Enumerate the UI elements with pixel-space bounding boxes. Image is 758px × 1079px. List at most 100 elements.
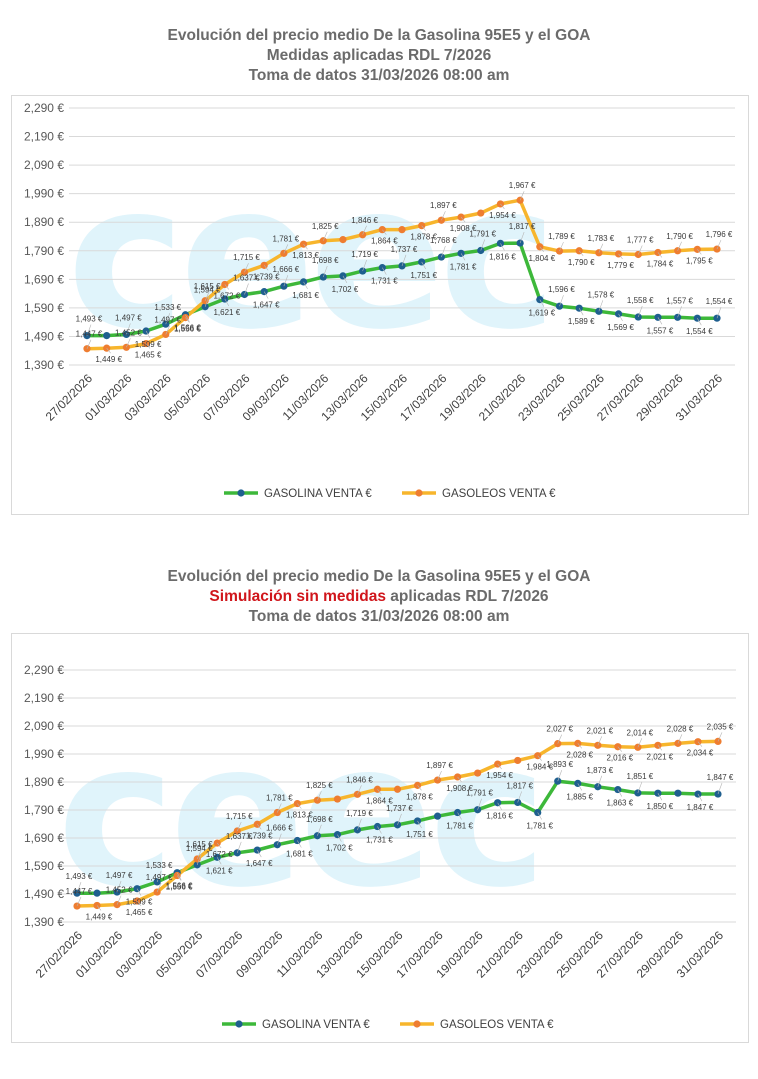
data-label-leader — [598, 300, 604, 312]
data-label-leader — [417, 785, 422, 791]
data-label-leader — [382, 267, 387, 275]
series-gasoleo-point — [514, 756, 522, 765]
data-label-leader — [637, 738, 643, 748]
legend-gasoleo-marker — [415, 489, 423, 497]
series-gasolina-point — [260, 288, 268, 296]
y-tick-label: 1,690 € — [24, 272, 64, 286]
chart-1-panel: ceec 1,390 €1,490 €1,590 €1,690 €1,790 €1… — [11, 95, 749, 515]
series-gasoleo-data-label: 1,897 € — [430, 201, 457, 210]
chart-2-title-line-3: Toma de datos 31/03/2026 08:00 am — [248, 608, 510, 625]
data-label-leader — [537, 755, 542, 761]
series-gasoleo-data-label: 1,897 € — [426, 761, 453, 770]
series-gasolina-data-label: 1,557 € — [666, 296, 693, 305]
chart-1-title: Evolución del precio medio De la Gasolin… — [0, 26, 758, 86]
legend-gasoleo-label: GASOLEOS VENTA € — [442, 488, 556, 500]
series-gasoleo-data-label: 1,672 € — [206, 850, 233, 859]
series-gasolina-data-label: 1,666 € — [266, 824, 293, 833]
series-gasolina-data-label: 1,637 € — [226, 832, 253, 841]
data-label-leader — [145, 343, 151, 349]
data-label-leader — [677, 241, 682, 251]
legend-gasoleo-marker — [413, 1020, 421, 1028]
data-label-leader — [539, 299, 545, 307]
series-gasolina-data-label: 1,817 € — [506, 781, 533, 790]
data-label-leader — [126, 323, 131, 335]
series-gasolina-data-label: 1,594 € — [186, 844, 213, 853]
series-gasolina-data-label: 1,731 € — [371, 277, 398, 286]
y-tick-label: 2,090 € — [24, 158, 64, 172]
series-gasolina-data-label: 1,702 € — [332, 285, 359, 294]
series-gasolina-data-label: 1,554 € — [686, 327, 713, 336]
series-gasolina-data-label: 1,781 € — [446, 822, 473, 831]
data-label-leader — [322, 265, 328, 278]
data-label-leader — [618, 253, 623, 260]
data-label-leader — [224, 298, 230, 307]
series-gasolina-data-label: 1,497 € — [115, 313, 142, 322]
series-gasoleo-data-label: 1,452 € — [115, 328, 142, 337]
y-tick-label: 2,190 € — [24, 691, 64, 705]
series-gasolina-data-label: 1,751 € — [406, 830, 433, 839]
series-gasolina-point — [693, 314, 701, 322]
series-gasolina-point — [103, 331, 111, 340]
data-label-leader — [283, 244, 289, 254]
data-label-leader — [297, 803, 302, 809]
series-gasolina-data-label: 1,816 € — [489, 252, 516, 261]
series-gasolina-point — [614, 310, 623, 318]
series-gasoleo-point — [293, 799, 301, 808]
series-gasoleo-data-label: 1,615 € — [194, 282, 221, 291]
data-label-leader — [86, 324, 92, 336]
series-gasolina-data-label: 1,647 € — [246, 859, 273, 868]
series-gasoleo-data-label: 1,790 € — [666, 232, 693, 241]
data-label-leader — [156, 882, 162, 893]
data-label-leader — [337, 834, 342, 842]
series-gasoleo-point — [398, 226, 406, 234]
data-label-leader — [617, 746, 623, 752]
series-gasolina-data-label: 1,731 € — [366, 836, 393, 845]
chart-1-title-line-1: Evolución del precio medio De la Gasolin… — [167, 27, 591, 44]
series-gasoleo-data-label: 1,878 € — [406, 792, 433, 801]
series-gasolina-point — [534, 808, 542, 817]
data-label-leader — [697, 793, 703, 802]
data-label-leader — [500, 203, 505, 210]
series-gasolina-data-label: 1,681 € — [292, 291, 319, 300]
data-label-leader — [244, 283, 249, 295]
data-label-leader — [362, 259, 367, 272]
series-gasolina-point — [433, 812, 442, 820]
data-label-leader — [401, 254, 407, 267]
series-gasolina-data-label: 1,596 € — [548, 285, 575, 294]
data-label-leader — [204, 291, 210, 301]
series-gasoleo-data-label: 1,449 € — [86, 912, 113, 921]
series-gasoleo-point — [433, 776, 442, 784]
series-gasoleo-data-label: 2,021 € — [647, 752, 674, 761]
series-gasoleo-point — [494, 760, 502, 768]
series-gasoleo-data-label: 1,497 € — [146, 873, 173, 882]
series-gasoleo-data-label: 1,864 € — [371, 237, 398, 246]
data-label-leader — [716, 239, 722, 250]
series-gasolina-data-label: 1,554 € — [706, 297, 733, 306]
series-gasoleo-data-label: 2,027 € — [546, 725, 573, 734]
data-label-leader — [717, 732, 723, 742]
series-gasoleo-data-label: 2,034 € — [687, 749, 714, 758]
data-label-leader — [357, 785, 362, 795]
data-label-leader — [657, 793, 663, 801]
data-label-leader — [637, 781, 643, 794]
series-gasolina-point — [674, 789, 682, 797]
series-gasolina-data-label: 1,509 € — [135, 340, 162, 349]
data-label-leader — [677, 306, 682, 318]
series-gasolina-data-label: 1,719 € — [351, 250, 378, 259]
data-label-leader — [317, 824, 322, 836]
series-gasoleo-data-label: 1,908 € — [450, 224, 477, 233]
series-gasoleo-point — [260, 261, 268, 269]
data-label-leader — [236, 841, 242, 853]
data-label-leader — [480, 239, 486, 251]
data-label-leader — [437, 770, 442, 781]
chart-2-title-line-2: Simulación sin medidas aplicadas RDL 7/2… — [0, 587, 758, 607]
y-tick-label: 1,490 € — [24, 887, 64, 901]
series-gasoleo-point — [333, 795, 342, 803]
series-gasoleo-data-label: 2,021 € — [586, 726, 613, 735]
data-label-leader — [185, 317, 190, 323]
series-gasoleo-data-label: 1,779 € — [607, 261, 634, 270]
series-gasoleo-point — [153, 888, 161, 896]
data-label-leader — [257, 824, 262, 830]
